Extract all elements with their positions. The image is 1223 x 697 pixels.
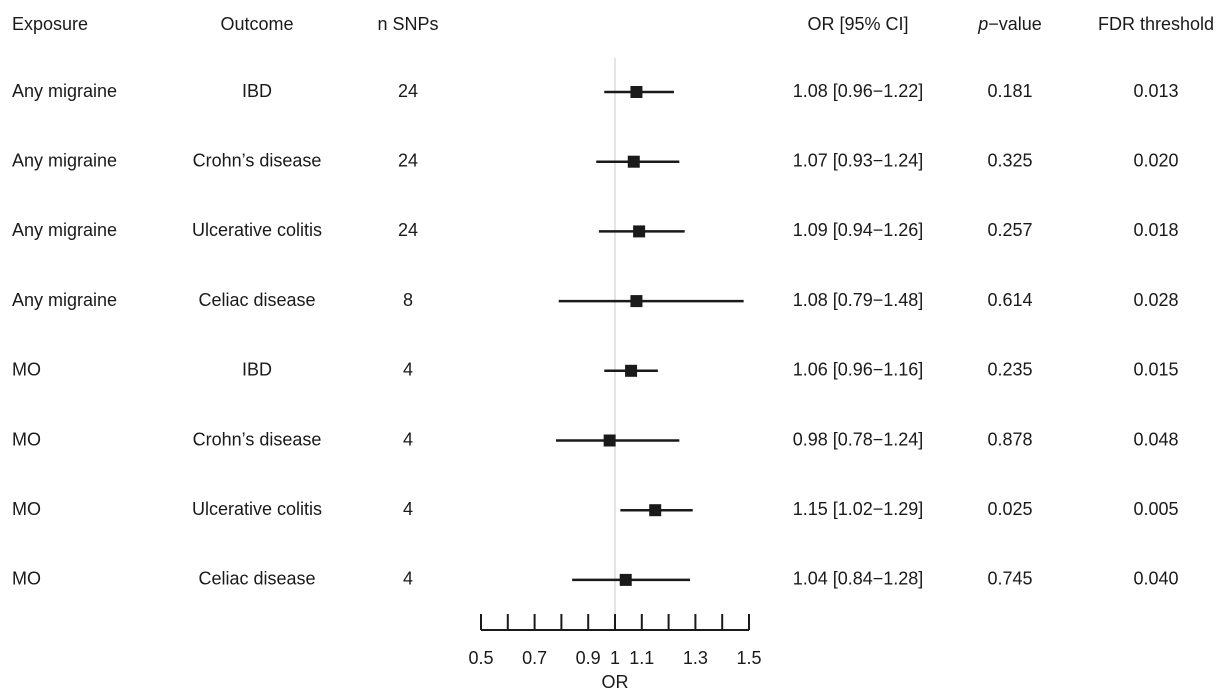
n-snps: 4 (403, 499, 413, 519)
outcome: Ulcerative colitis (192, 220, 322, 240)
exposure: MO (12, 429, 41, 449)
x-tick-label: 1 (610, 648, 620, 668)
fdr: 0.020 (1133, 150, 1178, 170)
header-value: −value (988, 14, 1042, 34)
n-snps: 4 (403, 360, 413, 380)
header-n-snps: n SNPs (377, 14, 438, 34)
or-point (633, 225, 646, 238)
outcome: IBD (242, 81, 272, 101)
x-tick-label: 0.7 (522, 648, 547, 668)
or-ci: 0.98 [0.78−1.24] (793, 429, 924, 449)
or-point (649, 504, 662, 517)
p-value: 0.745 (987, 569, 1032, 589)
exposure: MO (12, 569, 41, 589)
p-value: 0.878 (987, 429, 1032, 449)
or-ci: 1.09 [0.94−1.26] (793, 220, 924, 240)
or-ci: 1.06 [0.96−1.16] (793, 360, 924, 380)
header-fdr: FDR threshold (1098, 14, 1214, 34)
fdr: 0.013 (1133, 81, 1178, 101)
header-p: p (977, 14, 988, 34)
exposure: Any migraine (12, 220, 117, 240)
or-ci: 1.07 [0.93−1.24] (793, 150, 924, 170)
or-ci: 1.08 [0.96−1.22] (793, 81, 924, 101)
x-tick-label: 1.1 (629, 648, 654, 668)
or-ci: 1.08 [0.79−1.48] (793, 290, 924, 310)
outcome: Ulcerative colitis (192, 499, 322, 519)
or-point (630, 86, 643, 98)
x-tick-label: 0.5 (468, 648, 493, 668)
n-snps: 4 (403, 429, 413, 449)
header-or-ci: OR [95% CI] (807, 14, 908, 34)
fdr: 0.018 (1133, 220, 1178, 240)
exposure: MO (12, 499, 41, 519)
p-value: 0.257 (987, 220, 1032, 240)
n-snps: 24 (398, 150, 418, 170)
or-point (619, 573, 632, 586)
or-ci: 1.04 [0.84−1.28] (793, 569, 924, 589)
or-ci: 1.15 [1.02−1.29] (793, 499, 924, 519)
fdr: 0.048 (1133, 429, 1178, 449)
x-axis-label: OR (602, 672, 629, 692)
or-point (603, 434, 616, 447)
exposure: Any migraine (12, 290, 117, 310)
fdr: 0.028 (1133, 290, 1178, 310)
exposure: MO (12, 360, 41, 380)
p-value: 0.614 (987, 290, 1032, 310)
outcome: Celiac disease (198, 569, 315, 589)
p-value: 0.025 (987, 499, 1032, 519)
p-value: 0.235 (987, 360, 1032, 380)
exposure: Any migraine (12, 150, 117, 170)
header-exposure: Exposure (12, 14, 88, 34)
header-p-value: p−value (977, 14, 1042, 34)
header-outcome: Outcome (220, 14, 293, 34)
fdr: 0.005 (1133, 499, 1178, 519)
n-snps: 4 (403, 569, 413, 589)
x-tick-label: 1.5 (736, 648, 761, 668)
x-tick-label: 0.9 (576, 648, 601, 668)
n-snps: 24 (398, 81, 418, 101)
p-value: 0.181 (987, 81, 1032, 101)
outcome: Crohn’s disease (193, 150, 322, 170)
or-point (627, 155, 640, 168)
or-point (630, 295, 643, 308)
fdr: 0.040 (1133, 569, 1178, 589)
fdr: 0.015 (1133, 360, 1178, 380)
outcome: IBD (242, 360, 272, 380)
or-point (625, 364, 638, 377)
p-value: 0.325 (987, 150, 1032, 170)
x-tick-label: 1.3 (683, 648, 708, 668)
n-snps: 8 (403, 290, 413, 310)
outcome: Crohn’s disease (193, 429, 322, 449)
outcome: Celiac disease (198, 290, 315, 310)
exposure: Any migraine (12, 81, 117, 101)
n-snps: 24 (398, 220, 418, 240)
